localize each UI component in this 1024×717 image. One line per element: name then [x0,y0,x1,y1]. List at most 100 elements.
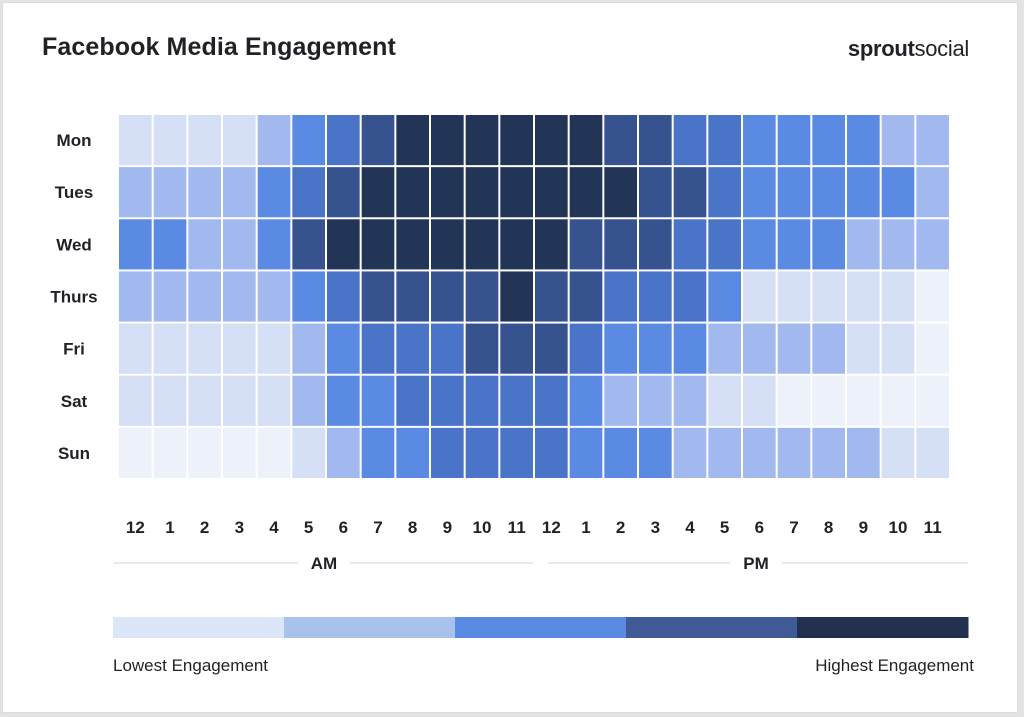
heatmap-cell [465,323,499,374]
heatmap-cell [812,323,845,374]
heatmap-cell [465,219,499,270]
heatmap-cell [777,375,811,426]
heatmap-cell [777,271,811,322]
heatmap-cell [396,323,429,374]
heatmap-cell [119,219,152,270]
heatmap-cell [292,375,325,426]
heatmap-cell [257,219,291,270]
heatmap-cell [569,323,603,374]
heatmap-cell [916,323,949,374]
heatmap-cell [604,271,637,322]
legend-swatch [113,617,285,638]
heatmap-cell [812,167,845,218]
heatmap-cell [847,115,880,166]
heatmap-cell [257,323,291,374]
row-label: Thurs [50,288,97,307]
heatmap-cell [673,271,707,322]
brand-name-light: social [914,36,970,61]
heatmap-cell [639,219,672,270]
heatmap-cell [881,219,915,270]
heatmap-cell [153,427,187,478]
heatmap-cell [812,271,845,322]
heatmap-cell [881,323,915,374]
heatmap-cell [673,115,707,166]
heatmap-cell [500,219,533,270]
column-tick-label: 3 [651,518,660,537]
heatmap-cell [431,271,464,322]
column-tick-label: 10 [473,518,492,537]
heatmap-cell [119,167,152,218]
heatmap-cell [812,427,845,478]
heatmap-cell [327,375,360,426]
heatmap-cell [916,115,949,166]
heatmap-cell [743,323,776,374]
heatmap-cell [431,115,464,166]
legend-swatch [626,617,798,638]
heatmap-cell [396,219,429,270]
heatmap-cell [465,427,499,478]
heatmap-cell [431,219,464,270]
heatmap-cell [153,323,187,374]
heatmap-cell [743,219,776,270]
heatmap-cell [361,375,395,426]
column-tick-label: 7 [373,518,382,537]
heatmap-cell [604,115,637,166]
heatmap-cell [361,115,395,166]
heatmap-cell [604,219,637,270]
heatmap-cell [777,167,811,218]
row-label: Wed [56,235,92,254]
heatmap-cell [327,427,360,478]
heatmap-cell [292,115,325,166]
row-label: Mon [57,131,92,150]
heatmap-cell [257,375,291,426]
heatmap-cell [812,219,845,270]
heatmap-cell [465,271,499,322]
row-label: Tues [55,183,93,202]
chart-title: Facebook Media Engagement [42,33,396,61]
heatmap-cell [916,271,949,322]
heatmap-cell [465,375,499,426]
heatmap-cell [569,167,603,218]
heatmap-cell [119,375,152,426]
heatmap-cell [535,375,568,426]
heatmap-cell [743,115,776,166]
heatmap-cell [708,219,741,270]
column-tick-label: 4 [685,518,695,537]
heatmap-cell [153,115,187,166]
brand-name-bold: sprout [847,36,915,61]
heatmap-cell [223,271,256,322]
heatmap-cell [708,375,741,426]
heatmap-cell [604,323,637,374]
heatmap-cell [569,115,603,166]
heatmap-cell [292,167,325,218]
heatmap-cell [916,375,949,426]
heatmap-cell [396,271,429,322]
heatmap-cell [777,427,811,478]
heatmap-cell [153,219,187,270]
heatmap-cell [639,375,672,426]
heatmap-cell [500,427,533,478]
column-tick-label: 5 [720,518,729,537]
heatmap-cell [847,271,880,322]
row-label: Sat [61,392,88,411]
heatmap-cell [777,323,811,374]
column-tick-label: 2 [200,518,209,537]
heatmap-cell [743,167,776,218]
heatmap-cell [188,375,221,426]
heatmap-cell [292,323,325,374]
heatmap-cell [569,427,603,478]
heatmap-cell [257,115,291,166]
heatmap-cell [153,375,187,426]
sprout-social-logo: sproutsocial [848,36,969,62]
column-tick-label: 9 [859,518,868,537]
heatmap-cell [119,115,152,166]
heatmap-cell [292,271,325,322]
column-tick-label: 8 [824,518,833,537]
period-label: AM [311,554,337,573]
heatmap-cell [777,219,811,270]
column-tick-label: 11 [508,518,526,537]
heatmap-cell [327,323,360,374]
heatmap-cell [535,115,568,166]
heatmap-cell [431,323,464,374]
heatmap-cell [847,219,880,270]
